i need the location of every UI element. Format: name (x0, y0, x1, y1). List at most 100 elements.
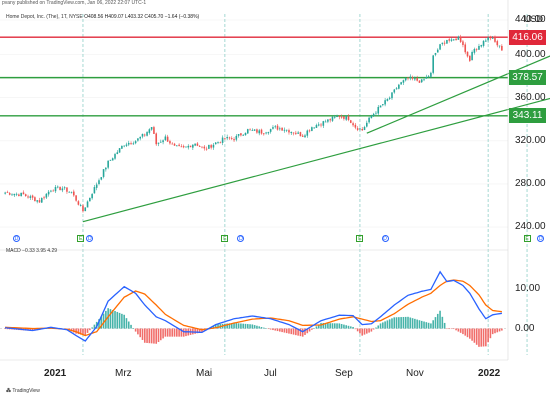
histogram-bar (127, 321, 130, 329)
histogram-bar (317, 324, 320, 329)
price-tick-label: 320.00 (515, 134, 546, 146)
histogram-bar (434, 317, 437, 329)
macd-histogram (4, 308, 503, 347)
candle-up (139, 136, 141, 139)
dividend-marker: D (86, 235, 94, 242)
candle-down (6, 191, 9, 193)
candle-down (448, 39, 451, 41)
candle-up (132, 143, 135, 145)
candle-up (15, 193, 18, 195)
candle-up (45, 193, 48, 198)
time-tick-label: Sep (335, 368, 353, 379)
candle-up (192, 144, 194, 148)
histogram-bar (395, 317, 398, 329)
candle-down (201, 146, 203, 148)
histogram-bar (281, 328, 283, 333)
macd-lines (5, 270, 503, 342)
candle-up (414, 78, 416, 80)
candle-up (317, 124, 320, 126)
candle-down (459, 36, 462, 42)
candle-up (269, 129, 272, 132)
candle-up (423, 79, 425, 81)
candle-down (203, 146, 206, 149)
histogram-bar (480, 328, 483, 347)
histogram-bar (79, 328, 82, 335)
histogram-bar (123, 314, 125, 329)
histogram-bar (496, 328, 499, 333)
candle-up (283, 129, 286, 131)
histogram-bar (313, 328, 315, 329)
histogram-bar (217, 324, 219, 329)
candle-up (498, 45, 501, 47)
histogram-bar (253, 325, 256, 329)
histogram-bar (452, 328, 455, 330)
candle-up (404, 78, 407, 81)
candle-up (279, 128, 281, 130)
candle-down (210, 145, 212, 148)
candle-up (265, 132, 267, 134)
tradingview-logo[interactable]: ⁂ TradingView (6, 388, 40, 394)
candle-up (441, 42, 444, 44)
candle-down (489, 37, 492, 39)
histogram-bar (132, 328, 135, 329)
histogram-bar (439, 310, 441, 329)
candle-up (487, 37, 489, 41)
candle-up (111, 158, 114, 161)
candle-down (496, 41, 499, 46)
candle-up (148, 129, 151, 133)
histogram-bar (290, 328, 293, 335)
candle-up (109, 159, 112, 161)
histogram-bar (420, 320, 423, 329)
macd-legend[interactable]: MACD −0.33 3.95 4.29 (6, 248, 58, 254)
candle-up (393, 89, 396, 93)
histogram-bar (333, 323, 336, 329)
candle-up (336, 116, 338, 118)
chart-legend[interactable]: Home Depot, Inc. (The), 1T, NYSE O408.56… (6, 14, 199, 20)
histogram-bar (139, 328, 141, 338)
histogram-bar (297, 328, 299, 336)
histogram-bar (430, 323, 432, 329)
candle-up (400, 82, 402, 85)
candle-up (86, 201, 89, 208)
histogram-bar (233, 322, 235, 329)
histogram-bar (89, 328, 91, 331)
candle-up (480, 45, 483, 47)
histogram-bar (114, 311, 116, 329)
price-tick-label: 240.00 (515, 221, 546, 233)
candle-up (395, 88, 398, 90)
candle-up (157, 142, 160, 144)
candle-down (52, 190, 55, 192)
histogram-bar (414, 318, 416, 329)
horizontal-levels (0, 36, 508, 117)
candle-up (366, 122, 368, 127)
candle-up (98, 180, 100, 184)
candle-down (249, 129, 251, 131)
histogram-bar (402, 316, 405, 329)
histogram-bar (226, 323, 228, 329)
histogram-bar (466, 328, 469, 338)
candle-down (501, 45, 503, 51)
candle-down (205, 148, 208, 150)
candle-up (304, 135, 306, 138)
candle-down (361, 129, 364, 131)
histogram-bar (283, 328, 286, 333)
candle-down (466, 51, 469, 57)
histogram-bar (343, 324, 345, 329)
candle-up (141, 133, 144, 137)
histogram-bar (274, 328, 277, 331)
histogram-bar (137, 328, 139, 335)
candle-up (150, 127, 153, 130)
histogram-bar (450, 328, 453, 330)
candle-down (276, 125, 279, 130)
candle-down (288, 130, 290, 133)
histogram-bar (162, 328, 164, 339)
histogram-bar (336, 323, 338, 329)
histogram-bar (469, 328, 471, 339)
histogram-bar (398, 317, 400, 329)
histogram-bar (366, 328, 368, 334)
candle-up (391, 92, 393, 99)
candle-down (34, 197, 36, 202)
candle-up (93, 187, 96, 194)
histogram-bar (164, 328, 167, 337)
